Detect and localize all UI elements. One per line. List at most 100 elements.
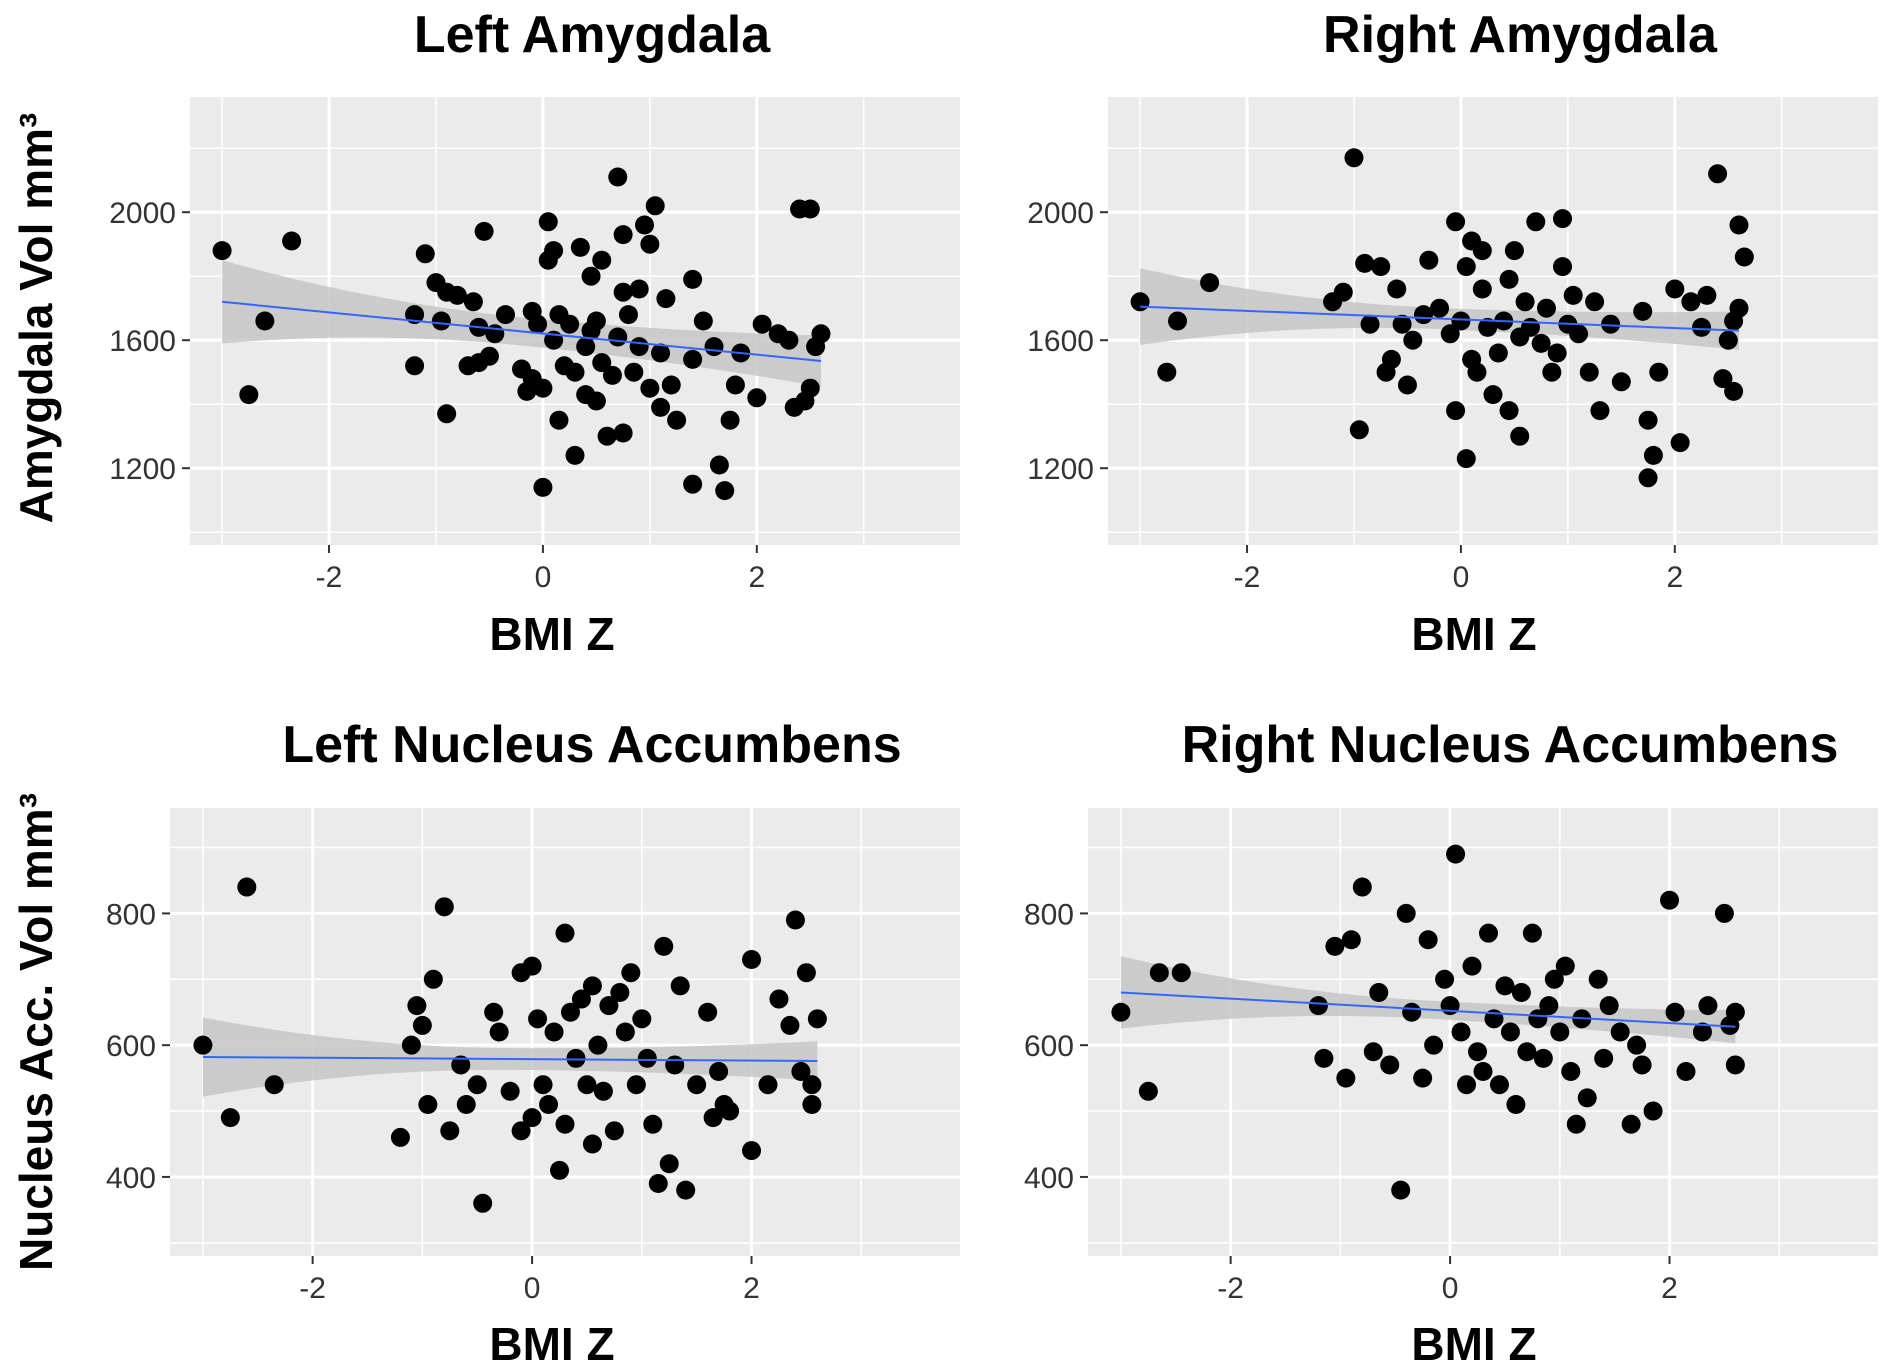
data-point <box>656 289 676 309</box>
data-point <box>769 989 789 1009</box>
x-tick-label: -2 <box>1217 1272 1244 1305</box>
data-point <box>613 423 633 443</box>
data-point <box>1610 1022 1630 1042</box>
data-point <box>1462 956 1482 976</box>
data-point <box>1725 1002 1745 1022</box>
data-point <box>643 1114 663 1134</box>
y-axis-label-nucleus-accumbens: Nucleus Acc. Vol mm³ <box>10 793 62 1271</box>
data-point <box>1526 212 1546 232</box>
panel-title: Left Nucleus Accumbens <box>282 716 901 774</box>
data-point <box>683 349 703 369</box>
data-point <box>1468 1042 1488 1062</box>
data-point <box>555 923 575 943</box>
data-point <box>1517 1042 1537 1062</box>
data-point <box>648 1174 668 1194</box>
x-axis-label: BMI Z <box>489 608 614 660</box>
x-tick-label: 2 <box>1661 1272 1678 1305</box>
data-point <box>1638 468 1658 488</box>
data-point <box>1522 923 1542 943</box>
data-point <box>747 388 767 408</box>
data-point <box>1371 257 1391 277</box>
data-point <box>576 337 596 357</box>
data-point <box>1451 1022 1471 1042</box>
data-point <box>1130 292 1150 312</box>
data-point <box>1397 375 1417 395</box>
data-point <box>1718 330 1738 350</box>
data-point <box>791 1062 811 1082</box>
data-point <box>544 241 564 261</box>
data-point <box>538 212 558 232</box>
data-point <box>1713 369 1733 389</box>
data-point <box>654 936 674 956</box>
data-point <box>560 1002 580 1022</box>
data-point <box>624 362 644 382</box>
data-point <box>237 877 257 897</box>
x-tick-label: 0 <box>524 1272 541 1305</box>
data-point <box>1472 241 1492 261</box>
trend-line <box>221 300 822 362</box>
data-point <box>390 1127 410 1147</box>
data-point <box>1314 1048 1334 1068</box>
data-point <box>1418 930 1438 950</box>
trend-line <box>1140 305 1740 332</box>
data-point <box>1550 1022 1570 1042</box>
data-point <box>800 199 820 219</box>
data-point <box>577 1075 597 1095</box>
data-point <box>1611 372 1631 392</box>
data-point <box>615 1022 635 1042</box>
data-point <box>489 1022 509 1042</box>
data-point <box>604 1121 624 1141</box>
data-point <box>1472 279 1492 299</box>
data-point <box>1387 279 1407 299</box>
x-tick-label: -2 <box>316 561 343 594</box>
data-point <box>796 963 816 983</box>
data-point <box>1478 317 1498 337</box>
data-point <box>571 989 591 1009</box>
data-point <box>451 1055 471 1075</box>
data-point <box>1467 362 1487 382</box>
data-point <box>255 311 275 331</box>
data-point <box>1430 298 1450 318</box>
data-point <box>1627 1035 1647 1055</box>
data-point <box>1729 215 1749 235</box>
data-point <box>549 410 569 430</box>
data-point <box>610 982 630 1002</box>
data-point <box>1566 1114 1586 1134</box>
data-point <box>1601 314 1621 334</box>
data-point <box>407 996 427 1016</box>
x-tick-label: 0 <box>1453 561 1470 594</box>
data-point <box>592 250 612 270</box>
data-point <box>1478 923 1498 943</box>
data-point <box>1392 314 1412 334</box>
data-point <box>703 1108 723 1128</box>
data-point <box>1665 1002 1685 1022</box>
data-point <box>1499 269 1519 289</box>
data-point <box>637 1048 657 1068</box>
data-point <box>415 244 435 264</box>
data-point <box>1539 996 1559 1016</box>
data-point <box>1670 433 1690 453</box>
data-point <box>239 385 259 405</box>
data-point <box>1561 1062 1581 1082</box>
data-point <box>1621 1114 1641 1134</box>
data-point <box>511 1121 531 1141</box>
data-point <box>618 305 638 325</box>
data-point <box>1533 1048 1553 1068</box>
data-point <box>405 356 425 376</box>
data-point <box>1531 333 1551 353</box>
data-point <box>1424 1035 1444 1055</box>
data-point <box>670 976 690 996</box>
data-point <box>193 1035 213 1055</box>
data-point <box>1157 362 1177 382</box>
data-point <box>479 346 499 366</box>
data-point <box>401 1035 421 1055</box>
data-point <box>1542 362 1562 382</box>
data-point <box>1495 976 1515 996</box>
data-point <box>593 1081 613 1101</box>
data-point <box>1676 1062 1696 1082</box>
data-point <box>629 337 649 357</box>
y-tick-label: 600 <box>1024 1030 1074 1063</box>
panel-left-nucleus-accumbens: Left Nucleus Accumbens BMI Z -2 0 2 400 600 8… <box>106 716 960 1370</box>
trend-line <box>202 1056 818 1062</box>
data-point <box>533 378 553 398</box>
